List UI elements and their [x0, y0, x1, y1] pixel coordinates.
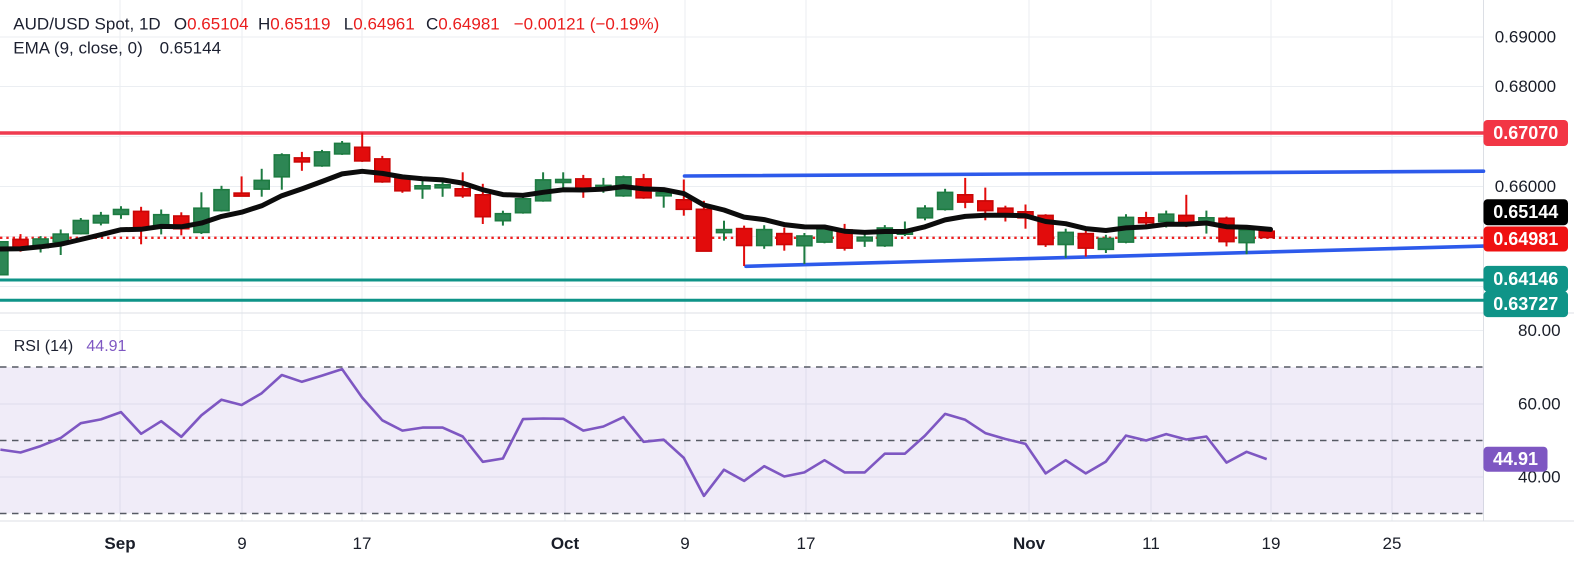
svg-text:44.91: 44.91 — [86, 338, 126, 355]
svg-text:17: 17 — [353, 534, 372, 553]
svg-text:0.68000: 0.68000 — [1495, 77, 1556, 96]
svg-text:0.63727: 0.63727 — [1493, 294, 1558, 314]
svg-text:9: 9 — [237, 534, 246, 553]
svg-text:EMA (9, close, 0): EMA (9, close, 0) — [13, 39, 142, 58]
svg-text:L0.64961: L0.64961 — [344, 15, 415, 34]
svg-text:Oct: Oct — [551, 534, 580, 553]
svg-text:17: 17 — [797, 534, 816, 553]
svg-text:0.65144: 0.65144 — [1493, 202, 1558, 222]
svg-text:60.00: 60.00 — [1518, 394, 1561, 413]
svg-text:9: 9 — [680, 534, 689, 553]
svg-text:40.00: 40.00 — [1518, 468, 1561, 487]
svg-text:H0.65119: H0.65119 — [258, 15, 330, 34]
svg-text:44.91: 44.91 — [1493, 449, 1538, 469]
svg-text:11: 11 — [1142, 534, 1160, 553]
svg-text:RSI (14): RSI (14) — [14, 338, 74, 355]
svg-text:80.00: 80.00 — [1518, 321, 1561, 340]
svg-text:Nov: Nov — [1013, 534, 1046, 553]
svg-text:−0.00121 (−0.19%): −0.00121 (−0.19%) — [514, 15, 660, 34]
svg-text:0.69000: 0.69000 — [1495, 27, 1556, 46]
svg-text:19: 19 — [1262, 534, 1281, 553]
svg-text:0.66000: 0.66000 — [1495, 177, 1556, 196]
svg-text:25: 25 — [1383, 534, 1402, 553]
svg-text:0.65144: 0.65144 — [160, 39, 221, 58]
svg-text:0.64981: 0.64981 — [1493, 229, 1558, 249]
svg-text:0.67070: 0.67070 — [1493, 123, 1558, 143]
svg-text:AUD/USD Spot, 1D: AUD/USD Spot, 1D — [13, 15, 160, 34]
svg-text:O0.65104: O0.65104 — [174, 15, 249, 34]
svg-text:C0.64981: C0.64981 — [426, 15, 500, 34]
svg-text:0.64146: 0.64146 — [1493, 269, 1558, 289]
svg-text:Sep: Sep — [104, 534, 135, 553]
